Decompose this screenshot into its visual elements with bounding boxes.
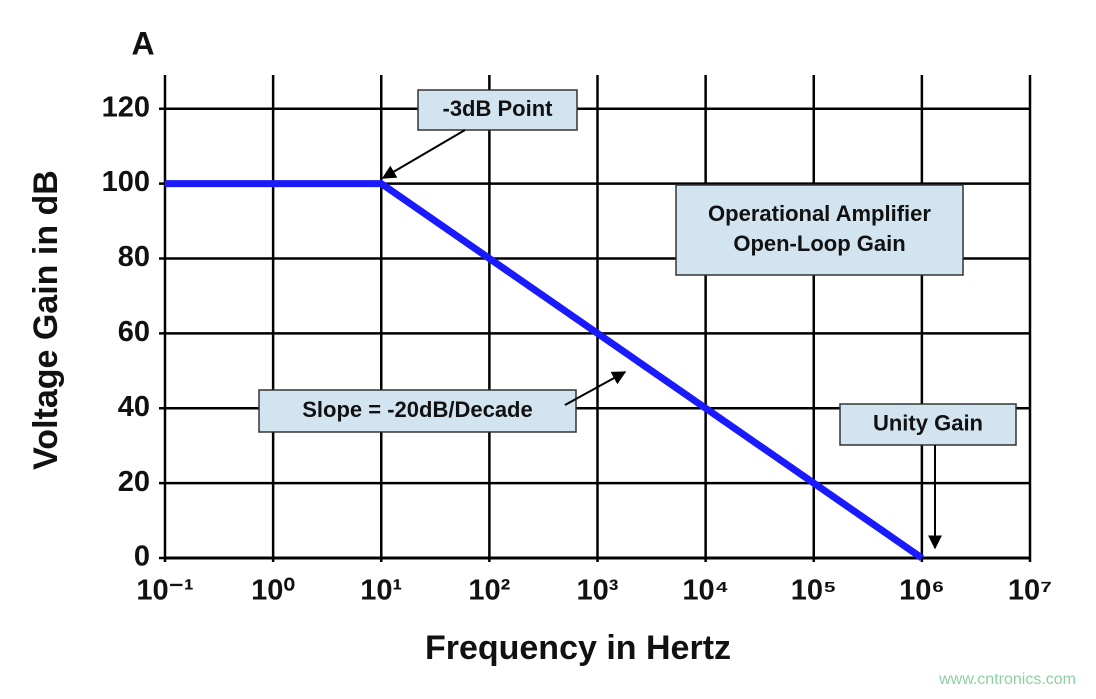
x-tick-label: 10² [468,575,510,607]
x-tick-label: 10⁷ [1008,575,1052,607]
data-line [165,180,924,561]
x-tick-label: 10⁵ [791,575,837,607]
x-axis-title: Frequency in Hertz [425,629,731,667]
y-axis-title: Voltage Gain in dB [27,170,65,470]
x-tick-label: 10⁻¹ [136,575,193,607]
y-tick-label: 20 [118,466,150,498]
annotation-arrow [381,129,466,179]
annotation-box [839,403,1017,446]
x-tick-label: 10⁴ [682,575,729,607]
y-tick-label: 0 [134,541,150,573]
x-tick-label: 10⁶ [899,575,945,607]
y-tick-label: 40 [118,391,150,423]
x-tick-label: 10³ [577,575,619,607]
annotation-box [675,184,964,276]
annotation-box [417,89,578,131]
annotation-text: Slope = -20dB/Decade [302,397,532,422]
annotation-text: Operational Amplifier [708,201,931,226]
y-tick-label: 100 [102,166,150,198]
y-tick-label: 120 [102,91,150,123]
annotation-text: -3dB Point [443,96,554,121]
y-tick-label: 60 [118,316,150,348]
y-tick-label: 80 [118,241,150,273]
x-tick-label: 10⁰ [251,575,295,607]
annotation-arrow [564,371,627,406]
annotation-text: Unity Gain [873,410,983,435]
x-tick-label: 10¹ [360,575,402,607]
panel-label: A [131,25,154,61]
watermark: www.cntronics.com [938,671,1076,688]
annotation-box [258,389,577,433]
annotation-text: Open-Loop Gain [733,231,905,256]
